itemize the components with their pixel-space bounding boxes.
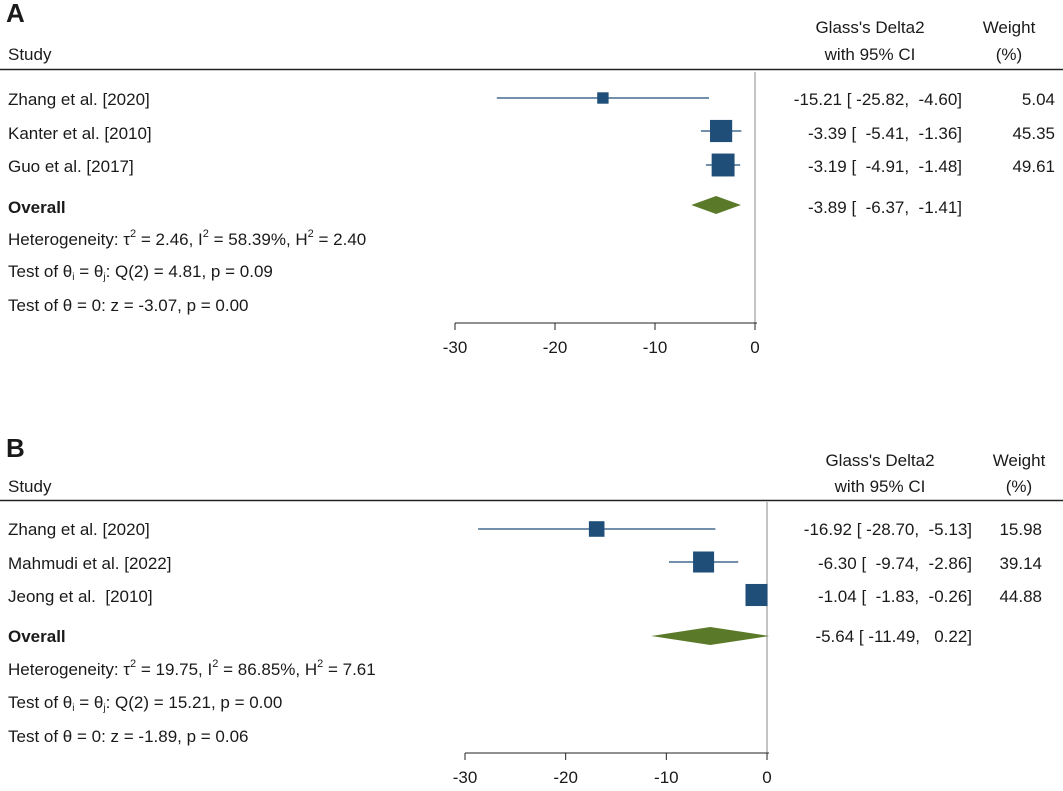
overall-row: Overall -3.89 [ -6.37, -1.41]	[8, 196, 962, 217]
study-label: Jeong et al. [2010]	[8, 587, 153, 606]
forest-plot-a-svg: A Study Glass's Delta2 with 95% CI Weigh…	[0, 0, 1063, 357]
effect-ci-value: -16.92 [ -28.70, -5.13]	[804, 520, 972, 539]
homogeneity-test: Test of θi = θj: Q(2) = 15.21, p = 0.00	[8, 693, 282, 714]
weight-value: 49.61	[1012, 157, 1055, 176]
effect-ci-value: -15.21 [ -25.82, -4.60]	[794, 90, 962, 109]
weight-value: 39.14	[999, 554, 1042, 573]
effect-marker	[710, 119, 733, 143]
overall-ci-value: -5.64 [ -11.49, 0.22]	[815, 627, 972, 646]
study-row: Zhang et al. [2020] -15.21 [ -25.82, -4.…	[8, 90, 1055, 109]
weight-value: 44.88	[999, 587, 1042, 606]
x-axis: -30 -20 -10 0	[443, 322, 760, 357]
effect-marker	[745, 583, 768, 607]
effect-ci-value: -6.30 [ -9.74, -2.86]	[818, 554, 972, 573]
homogeneity-test: Test of θi = θj: Q(2) = 4.81, p = 0.09	[8, 262, 273, 283]
weight-value: 15.98	[999, 520, 1042, 539]
x-axis-tick-label: -30	[443, 338, 468, 357]
x-axis-tick-label: -10	[654, 768, 679, 787]
study-label: Kanter et al. [2010]	[8, 124, 152, 143]
panel-label-b: B	[6, 433, 25, 463]
header-weight-line1: Weight	[983, 18, 1036, 37]
x-axis-tick-label: -20	[543, 338, 568, 357]
x-axis-tick-label: -20	[553, 768, 578, 787]
panel-label-a: A	[6, 0, 25, 28]
forest-plot-b-svg: B Study Glass's Delta2 with 95% CI Weigh…	[0, 433, 1063, 787]
overall-ci-value: -3.89 [ -6.37, -1.41]	[808, 198, 962, 217]
study-row: Zhang et al. [2020] -16.92 [ -28.70, -5.…	[8, 520, 1042, 539]
effect-marker	[693, 551, 715, 573]
overall-diamond	[651, 627, 770, 645]
effect-ci-value: -3.39 [ -5.41, -1.36]	[808, 124, 962, 143]
weight-value: 45.35	[1012, 124, 1055, 143]
study-label: Zhang et al. [2020]	[8, 90, 150, 109]
effect-ci-value: -1.04 [ -1.83, -0.26]	[818, 587, 972, 606]
effect-marker	[597, 92, 609, 104]
effect-ci-value: -3.19 [ -4.91, -1.48]	[808, 157, 962, 176]
heterogeneity-stats: Heterogeneity: τ2 = 2.46, I2 = 58.39%, H…	[8, 228, 366, 249]
overall-label: Overall	[8, 198, 66, 217]
effect-marker	[711, 153, 735, 177]
x-axis-tick-label: -30	[453, 768, 478, 787]
header-effect-line1: Glass's Delta2	[815, 18, 924, 37]
header-effect-line2: with 95% CI	[824, 45, 916, 64]
effect-marker	[588, 521, 605, 537]
header-study: Study	[8, 45, 52, 64]
study-label: Zhang et al. [2020]	[8, 520, 150, 539]
x-axis-tick-label: 0	[762, 768, 771, 787]
header-effect-line2: with 95% CI	[834, 477, 926, 496]
x-axis: -30 -20 -10 0	[453, 752, 772, 787]
forest-plot-panel-b: B Study Glass's Delta2 with 95% CI Weigh…	[0, 430, 1063, 791]
x-axis-tick-label: -10	[643, 338, 668, 357]
header-study: Study	[8, 477, 52, 496]
overall-effect-test: Test of θ = 0: z = -1.89, p = 0.06	[8, 727, 249, 746]
forest-plot-panel-a: A Study Glass's Delta2 with 95% CI Weigh…	[0, 0, 1063, 380]
study-row: Jeong et al. [2010] -1.04 [ -1.83, -0.26…	[8, 583, 1042, 607]
overall-label: Overall	[8, 627, 66, 646]
study-row: Mahmudi et al. [2022] -6.30 [ -9.74, -2.…	[8, 551, 1042, 573]
study-label: Guo et al. [2017]	[8, 157, 134, 176]
header-weight-line2: (%)	[996, 45, 1022, 64]
x-axis-tick-label: 0	[750, 338, 759, 357]
overall-diamond	[691, 196, 741, 214]
header-weight-line2: (%)	[1006, 477, 1032, 496]
overall-effect-test: Test of θ = 0: z = -3.07, p = 0.00	[8, 296, 249, 315]
weight-value: 5.04	[1022, 90, 1055, 109]
study-row: Kanter et al. [2010] -3.39 [ -5.41, -1.3…	[8, 119, 1055, 143]
overall-row: Overall -5.64 [ -11.49, 0.22]	[8, 627, 972, 646]
header-weight-line1: Weight	[993, 451, 1046, 470]
study-row: Guo et al. [2017] -3.19 [ -4.91, -1.48] …	[8, 153, 1055, 177]
heterogeneity-stats: Heterogeneity: τ2 = 19.75, I2 = 86.85%, …	[8, 658, 376, 679]
study-label: Mahmudi et al. [2022]	[8, 554, 171, 573]
header-effect-line1: Glass's Delta2	[825, 451, 934, 470]
